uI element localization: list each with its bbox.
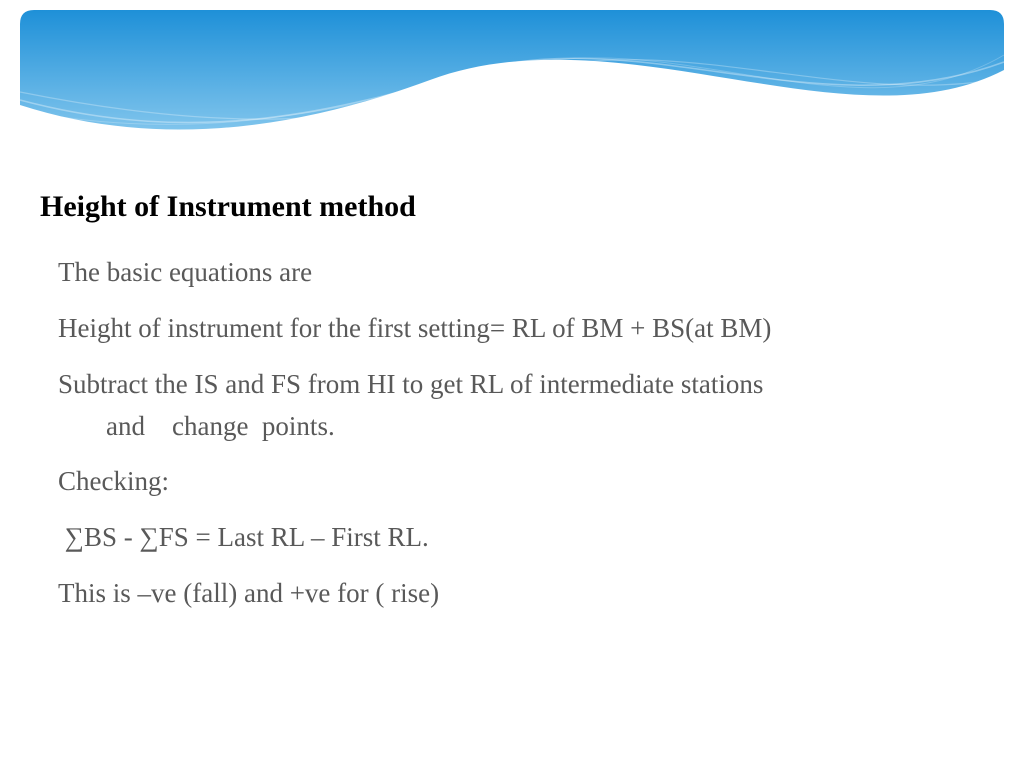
body-line-4: Checking: <box>58 461 984 503</box>
body-line-3b: and change points. <box>58 406 984 448</box>
slide-title: Height of Instrument method <box>40 190 416 224</box>
body-line-5: ∑BS - ∑FS = Last RL – First RL. <box>58 517 984 559</box>
wave-fill <box>20 10 1004 130</box>
slide-body: The basic equations are Height of instru… <box>58 252 984 629</box>
slide: Height of Instrument method The basic eq… <box>0 0 1024 768</box>
body-line-6: This is –ve (fall) and +ve for ( rise) <box>58 573 984 615</box>
body-line-3: Subtract the IS and FS from HI to get RL… <box>58 364 984 406</box>
body-line-1: The basic equations are <box>58 252 984 294</box>
header-wave <box>0 0 1024 170</box>
body-line-2: Height of instrument for the first setti… <box>58 308 984 350</box>
